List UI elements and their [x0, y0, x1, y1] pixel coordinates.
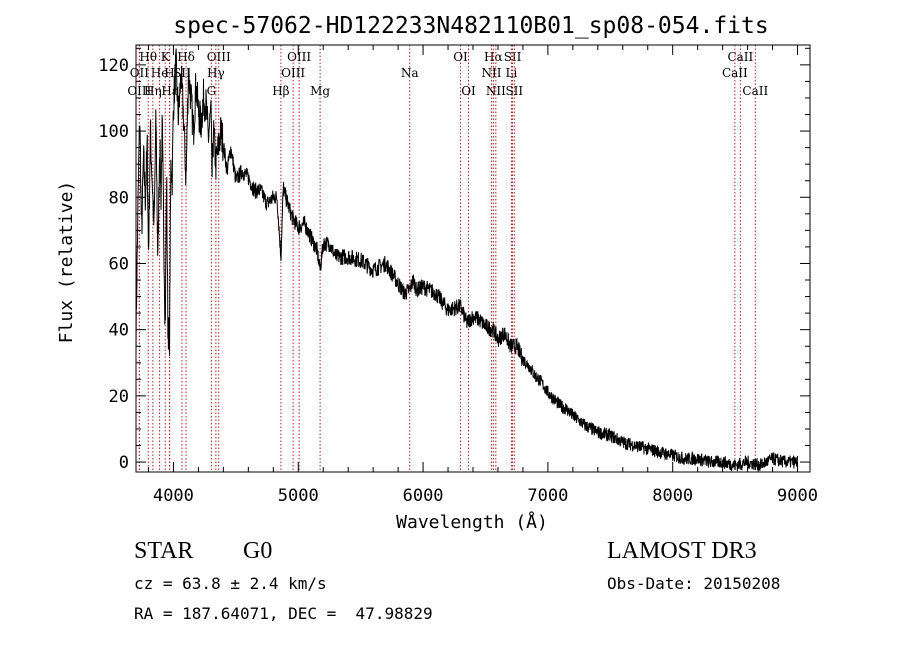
line-label: Hγ: [207, 66, 225, 80]
y-axis-label: Flux (relative): [56, 181, 77, 344]
x-tick-label: 7000: [527, 486, 568, 506]
spectral-line-markers: HθOIIOIIIKHeHHηHεHδSIIOIIIHγGOIIIOIIIHβM…: [127, 45, 768, 472]
line-label: CaII: [742, 84, 768, 98]
x-tick-label: 9000: [777, 486, 818, 506]
chart-title: spec-57062-HD122233N482110B01_sp08-054.f…: [173, 13, 768, 39]
object-class: STAR: [134, 538, 194, 564]
redshift-velocity: cz = 63.8 ± 2.4 km/s: [134, 574, 327, 593]
line-label: Hδ: [177, 50, 195, 64]
line-label: Mg: [310, 84, 330, 98]
line-label: OIII: [127, 84, 151, 98]
line-label: Na: [401, 66, 419, 80]
spectrum-series: [135, 48, 798, 472]
x-axis-label: Wavelength (Å): [396, 511, 548, 533]
line-label: OIII: [281, 66, 305, 80]
object-subclass: G0: [243, 538, 273, 564]
line-label: K: [161, 50, 171, 64]
x-tick-label: 8000: [652, 486, 693, 506]
plot-frame: [135, 44, 811, 473]
line-label: OI: [453, 50, 468, 64]
line-label: He: [151, 66, 169, 80]
x-tick-label: 6000: [403, 486, 444, 506]
line-label: Hθ: [139, 50, 157, 64]
line-label: Hβ: [272, 84, 289, 98]
axis-ticks: 4000 5000 6000 7000 8000 9000 0 20 40 60 80 100 120: [98, 45, 818, 506]
y-tick-label: 40: [109, 321, 129, 341]
line-label: NII: [481, 66, 501, 80]
line-label: Hα: [484, 50, 503, 64]
line-label: NII: [486, 84, 506, 98]
y-tick-label: 0: [119, 453, 129, 473]
observation-date: Obs-Date: 20150208: [607, 574, 781, 593]
line-label: Hη: [144, 84, 162, 98]
line-label: SII: [505, 84, 523, 98]
line-label: Li: [506, 66, 518, 80]
line-label: CaII: [722, 66, 748, 80]
x-tick-label: 5000: [278, 486, 319, 506]
line-label: OIII: [287, 50, 311, 64]
y-tick-label: 80: [109, 188, 129, 208]
spectrum-line: [135, 48, 798, 472]
y-tick-label: 100: [98, 122, 129, 142]
line-label: OI: [461, 84, 476, 98]
line-label: SII: [504, 50, 522, 64]
line-label: G: [207, 84, 217, 98]
survey-name: LAMOST DR3: [607, 538, 757, 564]
x-tick-label: 4000: [153, 486, 194, 506]
line-label: OIII: [207, 50, 231, 64]
y-tick-label: 60: [109, 254, 129, 274]
ra-dec-coordinates: RA = 187.64071, DEC = 47.98829: [134, 604, 433, 623]
y-tick-label: 20: [109, 387, 129, 407]
line-label: CaII: [727, 50, 753, 64]
y-tick-label: 120: [98, 56, 129, 76]
